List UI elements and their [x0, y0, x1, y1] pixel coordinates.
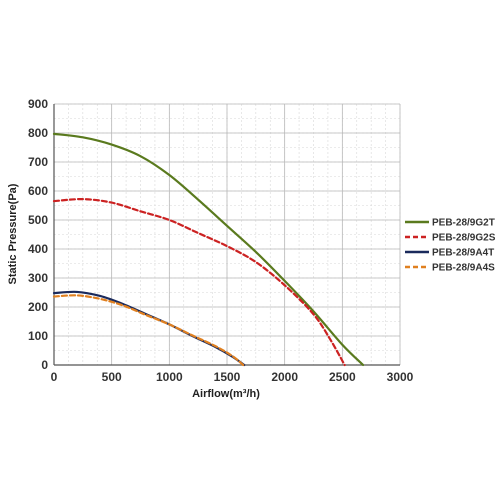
- legend-label-0: PEB-28/9G2T: [432, 218, 495, 229]
- y-tick-label: 500: [28, 213, 48, 227]
- series-line-3: [52, 294, 245, 367]
- legend-label-2: PEB-28/9A4T: [432, 248, 494, 259]
- x-tick-label: 1000: [156, 370, 183, 384]
- x-tick-label: 2500: [329, 370, 356, 384]
- legend-label-3: PEB-28/9A4S: [432, 263, 495, 274]
- x-tick-label: 2000: [271, 370, 298, 384]
- x-tick-label: 1500: [214, 370, 241, 384]
- x-tick-label: 500: [102, 370, 122, 384]
- y-tick-label: 0: [41, 358, 48, 372]
- legend: PEB-28/9G2T PEB-28/9G2S PEB-28/9A4T PEB-28/…: [405, 218, 496, 274]
- grid: [53, 103, 401, 366]
- x-tick-label: 0: [51, 370, 58, 384]
- y-tick-label: 700: [28, 155, 48, 169]
- y-tick-label: 100: [28, 329, 48, 343]
- tick-labels: 0 500 1000 1500 2000 2500 3000 0 100 200 300 400 500…: [28, 97, 414, 384]
- series-lines: [52, 132, 365, 367]
- y-tick-label: 200: [28, 300, 48, 314]
- series-line-0: [52, 132, 365, 367]
- y-tick-label: 900: [28, 97, 48, 111]
- y-tick-label: 300: [28, 271, 48, 285]
- x-axis-title: Airflow(m³/h): [192, 388, 260, 400]
- x-tick-label: 3000: [387, 370, 414, 384]
- y-tick-label: 400: [28, 242, 48, 256]
- y-axis-title: Static Pressure(Pa): [7, 183, 19, 284]
- axes: [53, 104, 400, 366]
- y-tick-label: 800: [28, 126, 48, 140]
- y-tick-label: 600: [28, 184, 48, 198]
- series-line-1: [52, 198, 346, 367]
- legend-label-1: PEB-28/9G2S: [432, 233, 496, 244]
